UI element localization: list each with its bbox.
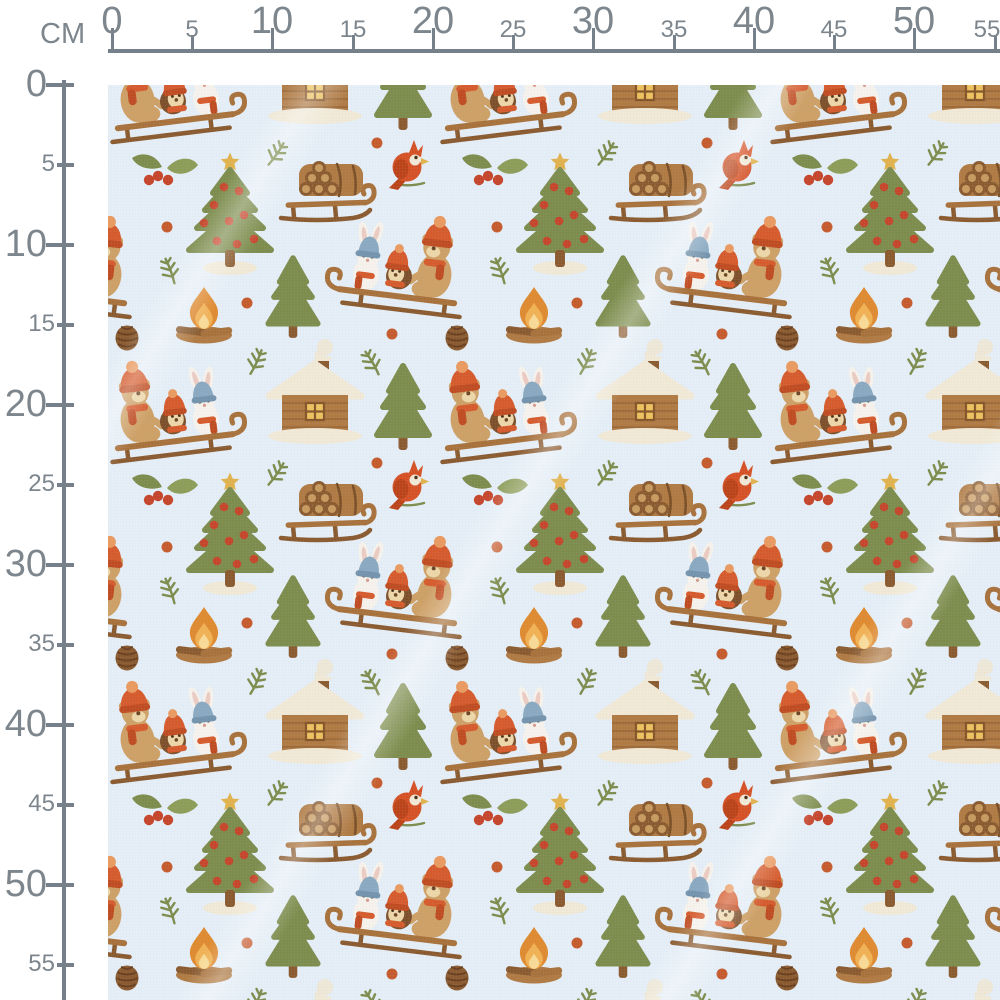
ruler-label: 40: [732, 0, 776, 42]
ruler-label: 50: [892, 0, 936, 42]
ruler-label: 30: [571, 0, 615, 42]
ruler-tick: [271, 28, 274, 53]
ruler-label: 55: [28, 950, 55, 977]
ruler-label: 50: [4, 863, 47, 905]
ruler-tick: [592, 28, 595, 53]
ruler-tick: [512, 35, 515, 53]
ruler-label: 5: [41, 150, 55, 177]
ruler-horizontal-line: [108, 49, 1000, 53]
ruler-tick: [913, 28, 916, 53]
ruler-tick: [57, 803, 74, 807]
fabric-pattern-svg: [108, 85, 1000, 1000]
ruler-label: 30: [4, 543, 47, 585]
ruler-tick: [46, 883, 74, 887]
ruler-tick: [46, 563, 74, 567]
ruler-tick: [432, 28, 435, 53]
ruler-tick: [753, 28, 756, 53]
ruler-tick: [833, 35, 836, 53]
ruler-unit-label: CM: [40, 18, 86, 50]
ruler-tick: [352, 35, 355, 53]
ruler-label: 45: [28, 790, 55, 817]
ruler-tick: [46, 723, 74, 727]
ruler-label: 25: [28, 470, 55, 497]
ruler-vertical-line: [62, 80, 66, 1000]
ruler-tick: [57, 163, 74, 167]
ruler-tick: [57, 483, 74, 487]
ruler-tick: [57, 323, 74, 327]
ruler-label: 15: [28, 310, 55, 337]
ruler-tick: [46, 243, 74, 247]
ruler-tick: [111, 28, 114, 53]
ruler-label: 15: [339, 16, 367, 43]
ruler-label: 20: [411, 0, 455, 42]
ruler-label: 45: [820, 16, 848, 43]
ruler-label: 40: [4, 703, 47, 745]
ruler-tick: [191, 35, 194, 53]
ruler-label: 55: [973, 16, 1000, 43]
ruler-label: 5: [185, 16, 199, 43]
ruler-label: 35: [660, 16, 688, 43]
ruler-label: 0: [25, 63, 47, 105]
ruler-label: 20: [4, 383, 47, 425]
ruler-tick: [46, 83, 74, 87]
ruler-label: 0: [101, 0, 123, 42]
ruler-tick: [994, 35, 997, 53]
ruler-label: 10: [250, 0, 294, 42]
ruler-tick: [57, 963, 74, 967]
ruler-label: 25: [499, 16, 527, 43]
pattern-tiling: [108, 85, 1000, 1000]
ruler-tick: [46, 403, 74, 407]
ruler-label: 35: [28, 630, 55, 657]
ruler-label: 10: [4, 223, 47, 265]
pattern-swatch: [108, 85, 1000, 1000]
ruler-tick: [673, 35, 676, 53]
ruler-tick: [57, 643, 74, 647]
